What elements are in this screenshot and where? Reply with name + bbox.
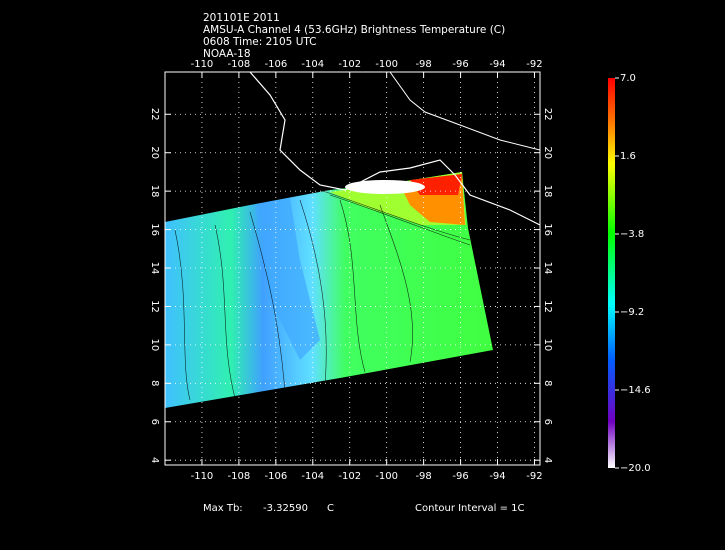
footer-unit: C — [327, 503, 334, 514]
coastline — [389, 72, 540, 151]
colorbar — [608, 78, 615, 468]
y-tick-label: 6 — [542, 419, 553, 425]
x-tick-label: -100 — [375, 471, 398, 482]
y-tick-label: 22 — [149, 108, 160, 121]
x-tick-label: -110 — [191, 471, 214, 482]
x-tick-label: -106 — [264, 59, 287, 70]
x-tick-label: -104 — [301, 471, 324, 482]
y-tick-label: 8 — [542, 380, 553, 386]
y-tick-label: 12 — [542, 300, 553, 313]
footer-value: -3.32590 — [263, 503, 308, 514]
y-tick-label: 10 — [542, 339, 553, 352]
colorbar-tick-label: −20.0 — [620, 463, 651, 474]
colorbar-tick-label: −9.2 — [620, 307, 644, 318]
y-tick-label: 22 — [542, 108, 553, 121]
colorbar-tick-label: −14.6 — [620, 385, 651, 396]
y-tick-label: 18 — [149, 185, 160, 198]
x-tick-label: -108 — [228, 59, 251, 70]
footer-label: Max Tb: — [203, 503, 243, 514]
cold-region — [255, 198, 320, 360]
y-tick-label: 6 — [149, 419, 160, 425]
x-tick-label: -94 — [489, 59, 505, 70]
y-tick-label: 20 — [149, 146, 160, 159]
y-tick-label: 20 — [542, 146, 553, 159]
header-line: AMSU-A Channel 4 (53.6GHz) Brightness Te… — [203, 24, 505, 36]
footer-contour: Contour Interval = 1C — [415, 503, 525, 514]
header-line: 0608 Time: 2105 UTC — [203, 36, 317, 48]
x-tick-label: -96 — [452, 59, 468, 70]
y-tick-label: 14 — [149, 262, 160, 275]
land-mask — [345, 180, 425, 194]
x-tick-label: -104 — [301, 59, 324, 70]
swath — [165, 172, 493, 408]
header: 201101E 2011 AMSU-A Channel 4 (53.6GHz) … — [203, 12, 505, 60]
y-tick-label: 8 — [149, 380, 160, 386]
footer: Max Tb: -3.32590 C Contour Interval = 1C — [203, 503, 525, 514]
y-tick-label: 14 — [542, 262, 553, 275]
x-tick-label: -100 — [375, 59, 398, 70]
coastline — [249, 72, 540, 226]
colorbar-tick-label: 1.6 — [620, 151, 636, 162]
x-tick-label: -102 — [338, 471, 361, 482]
x-tick-label: -92 — [526, 471, 542, 482]
x-tick-label: -98 — [415, 59, 431, 70]
header-line: NOAA-18 — [203, 48, 251, 60]
x-tick-label: -92 — [526, 59, 542, 70]
map-field — [165, 72, 540, 408]
colorbar-tick-label: 7.0 — [620, 73, 636, 84]
x-tick-label: -102 — [338, 59, 361, 70]
y-tick-label: 16 — [149, 223, 160, 236]
y-tick-label: 12 — [149, 300, 160, 313]
x-tick-label: -110 — [191, 59, 214, 70]
y-tick-label: 10 — [149, 339, 160, 352]
hot-region — [410, 174, 462, 195]
y-tick-label: 4 — [542, 457, 553, 463]
x-tick-label: -106 — [264, 471, 287, 482]
header-line: 201101E 2011 — [203, 12, 280, 24]
x-tick-label: -98 — [415, 471, 431, 482]
x-tick-label: -96 — [452, 471, 468, 482]
contours — [174, 189, 471, 401]
x-tick-label: -94 — [489, 471, 505, 482]
colorbar-tick-label: −3.8 — [620, 229, 644, 240]
x-tick-label: -108 — [228, 471, 251, 482]
y-tick-label: 18 — [542, 185, 553, 198]
y-tick-label: 16 — [542, 223, 553, 236]
y-tick-label: 4 — [149, 457, 160, 463]
